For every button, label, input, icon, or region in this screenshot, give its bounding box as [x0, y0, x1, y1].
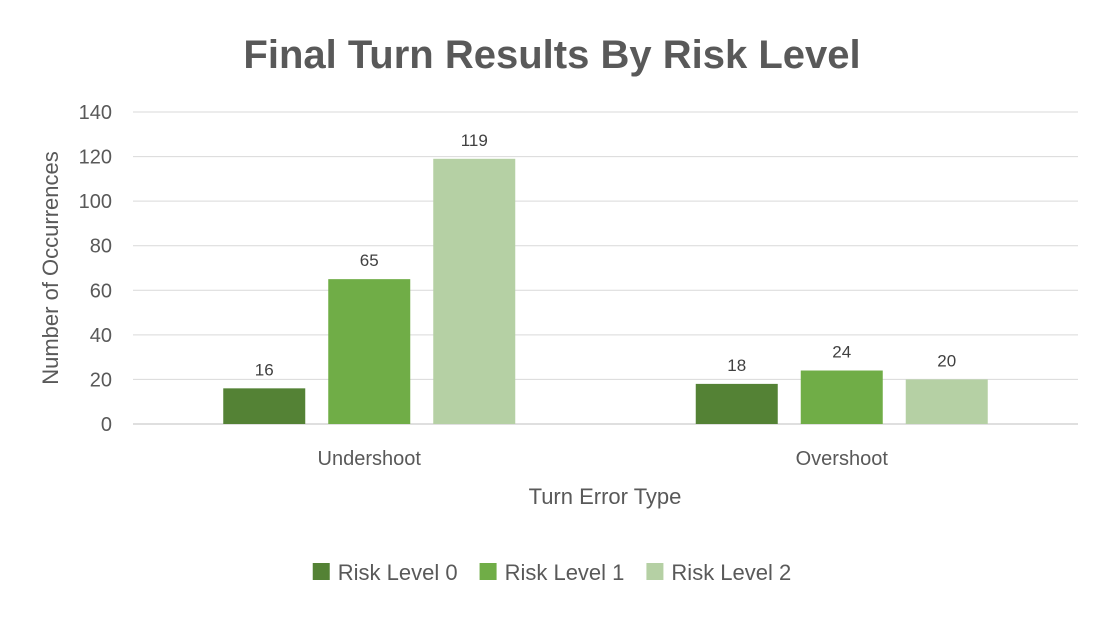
legend-label: Risk Level 1 — [505, 560, 625, 585]
data-label: 24 — [832, 343, 851, 362]
y-tick-label: 80 — [90, 236, 112, 258]
bar — [328, 279, 411, 424]
y-tick-label: 60 — [90, 280, 112, 302]
data-label: 119 — [461, 131, 488, 150]
y-tick-label: 120 — [79, 147, 112, 169]
legend-label: Risk Level 0 — [338, 560, 458, 585]
x-tick-label: Overshoot — [796, 448, 889, 470]
y-tick-label: 100 — [79, 191, 112, 213]
legend-swatch — [479, 563, 497, 580]
data-label: 20 — [937, 351, 956, 370]
bar — [433, 158, 516, 425]
gridlines — [133, 111, 1078, 425]
bar — [905, 379, 988, 424]
x-tick-label: Undershoot — [318, 448, 422, 470]
data-labels: 16 65 119 18 24 20 — [255, 131, 956, 380]
chart-title: Final Turn Results By Risk Level — [243, 33, 860, 77]
legend-swatch — [646, 563, 664, 580]
legend: Risk Level 0 Risk Level 1 Risk Level 2 — [312, 560, 791, 585]
legend-label: Risk Level 2 — [671, 560, 791, 585]
y-tick-label: 20 — [90, 369, 112, 391]
y-tick-label: 0 — [101, 414, 112, 436]
data-label: 16 — [255, 360, 274, 379]
data-label: 18 — [727, 356, 746, 375]
y-axis-ticks: 0 20 40 60 80 100 120 140 — [79, 102, 112, 436]
bar — [223, 388, 306, 424]
y-tick-label: 40 — [90, 325, 112, 347]
bars — [223, 158, 988, 425]
bar — [800, 370, 883, 424]
legend-swatch — [312, 563, 330, 580]
x-axis-title: Turn Error Type — [529, 484, 682, 509]
data-label: 65 — [360, 251, 379, 270]
y-axis-title: Number of Occurrences — [38, 151, 63, 385]
bar — [695, 383, 778, 424]
y-tick-label: 140 — [79, 102, 112, 124]
x-axis-ticks: Undershoot Overshoot — [318, 448, 889, 470]
